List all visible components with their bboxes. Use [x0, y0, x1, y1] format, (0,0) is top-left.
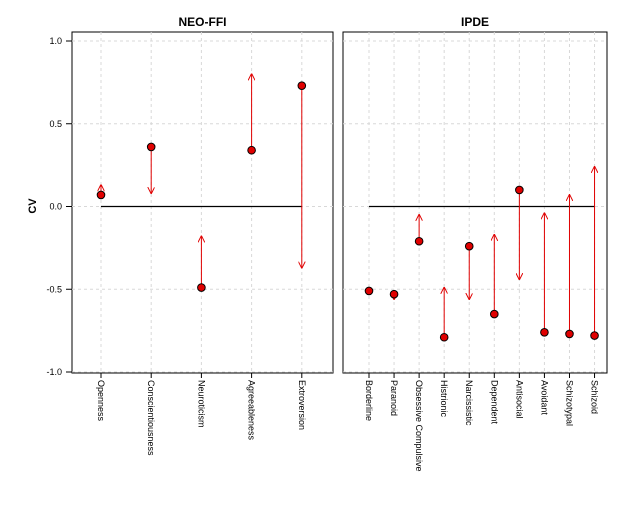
y-tick-label: 0.5 — [49, 119, 62, 129]
y-tick-label: -0.5 — [46, 284, 62, 294]
x-category-label: Borderline — [364, 380, 374, 421]
x-category-label: Schizoid — [590, 380, 600, 414]
y-tick-label: -1.0 — [46, 367, 62, 377]
data-point — [565, 329, 574, 339]
x-category-label: Conscientiousness — [146, 380, 156, 456]
panel-frame — [342, 31, 608, 374]
x-category-label: Obsessive Compulsive — [414, 380, 424, 472]
data-point — [414, 236, 424, 246]
x-category-label: Narcissistic — [464, 380, 474, 426]
y-tick-label: 0.0 — [49, 202, 62, 212]
x-category-label: Dependent — [489, 380, 499, 425]
x-category-label: Avoidant — [539, 380, 549, 415]
x-category-label: Agreeableness — [247, 380, 257, 441]
data-point — [364, 286, 374, 296]
x-category-label: Extroversion — [297, 380, 307, 430]
data-point — [515, 185, 524, 195]
data-point — [297, 81, 307, 90]
data-point — [490, 309, 499, 319]
y-tick-label: 1.0 — [49, 36, 62, 46]
data-point — [247, 145, 256, 155]
x-category-label: Paranoid — [389, 380, 399, 416]
data-point — [389, 289, 399, 299]
data-point — [439, 332, 449, 342]
data-point — [464, 241, 474, 251]
x-category-label: Histrionic — [439, 380, 449, 418]
x-category-label: Schizotypal — [564, 380, 574, 426]
data-point — [146, 142, 156, 152]
panel-title: NEO-FFI — [179, 15, 227, 29]
panel-title: IPDE — [461, 15, 489, 29]
y-axis-title: CV — [27, 198, 39, 214]
x-category-label: Antisocial — [514, 380, 524, 419]
x-category-label: Neuroticism — [196, 380, 206, 428]
data-point — [197, 283, 206, 292]
data-point — [96, 190, 106, 200]
data-point — [540, 327, 549, 337]
x-category-label: Openness — [96, 380, 106, 422]
data-point — [590, 331, 599, 340]
panel-frame — [71, 31, 334, 374]
